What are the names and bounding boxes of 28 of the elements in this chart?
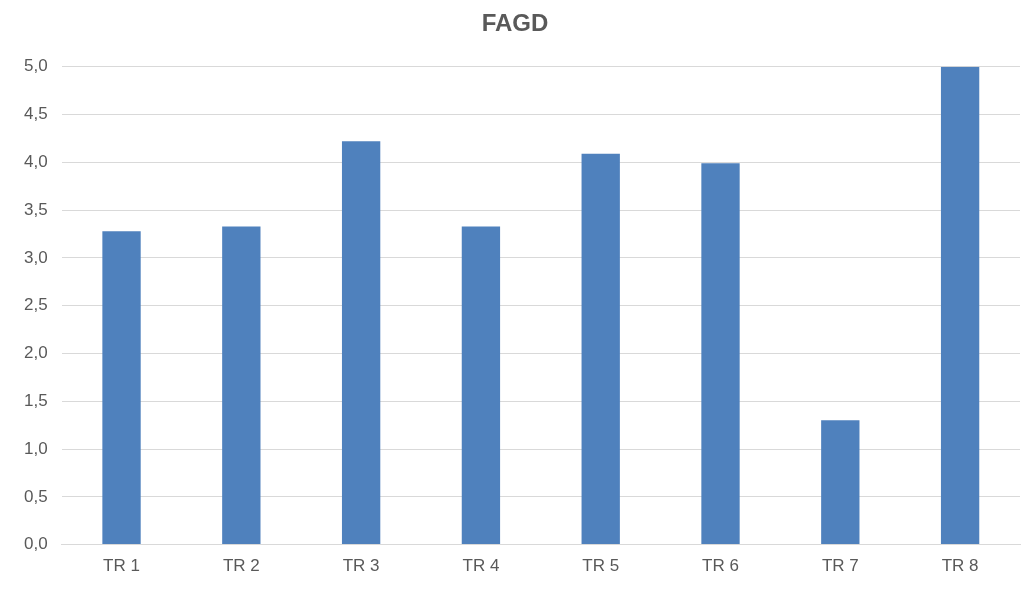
chart-title: FAGD: [481, 9, 549, 37]
x-tick-label: TR 1: [103, 556, 140, 576]
bar: [341, 141, 381, 545]
x-tick-label: TR 3: [342, 556, 380, 576]
bar: [102, 231, 141, 545]
bar: [821, 420, 860, 545]
y-tick-label: 3,0: [23, 247, 48, 267]
x-tick-label: TR 6: [702, 556, 739, 576]
x-tick-label: TR 2: [222, 556, 260, 576]
bar: [940, 66, 980, 545]
x-tick-label: TR 8: [941, 556, 979, 576]
y-tick-label: 4,0: [23, 152, 48, 172]
y-tick-label: 2,5: [23, 295, 48, 315]
y-tick-label: 0,0: [23, 534, 48, 554]
y-tick-label: 1,0: [23, 438, 48, 458]
bar: [461, 226, 501, 545]
y-tick-label: 5,0: [23, 56, 48, 76]
bar: [581, 153, 620, 545]
y-tick-label: 3,5: [23, 199, 48, 219]
bar: [222, 226, 261, 545]
y-tick-label: 1,5: [23, 390, 48, 410]
x-tick-label: TR 7: [821, 556, 859, 576]
x-tick-label: TR 5: [582, 556, 620, 576]
bar: [701, 163, 740, 545]
x-tick-label: TR 4: [462, 556, 500, 576]
y-tick-label: 0,5: [23, 486, 48, 506]
y-tick-label: 4,5: [23, 104, 48, 124]
y-tick-label: 2,0: [23, 343, 48, 363]
